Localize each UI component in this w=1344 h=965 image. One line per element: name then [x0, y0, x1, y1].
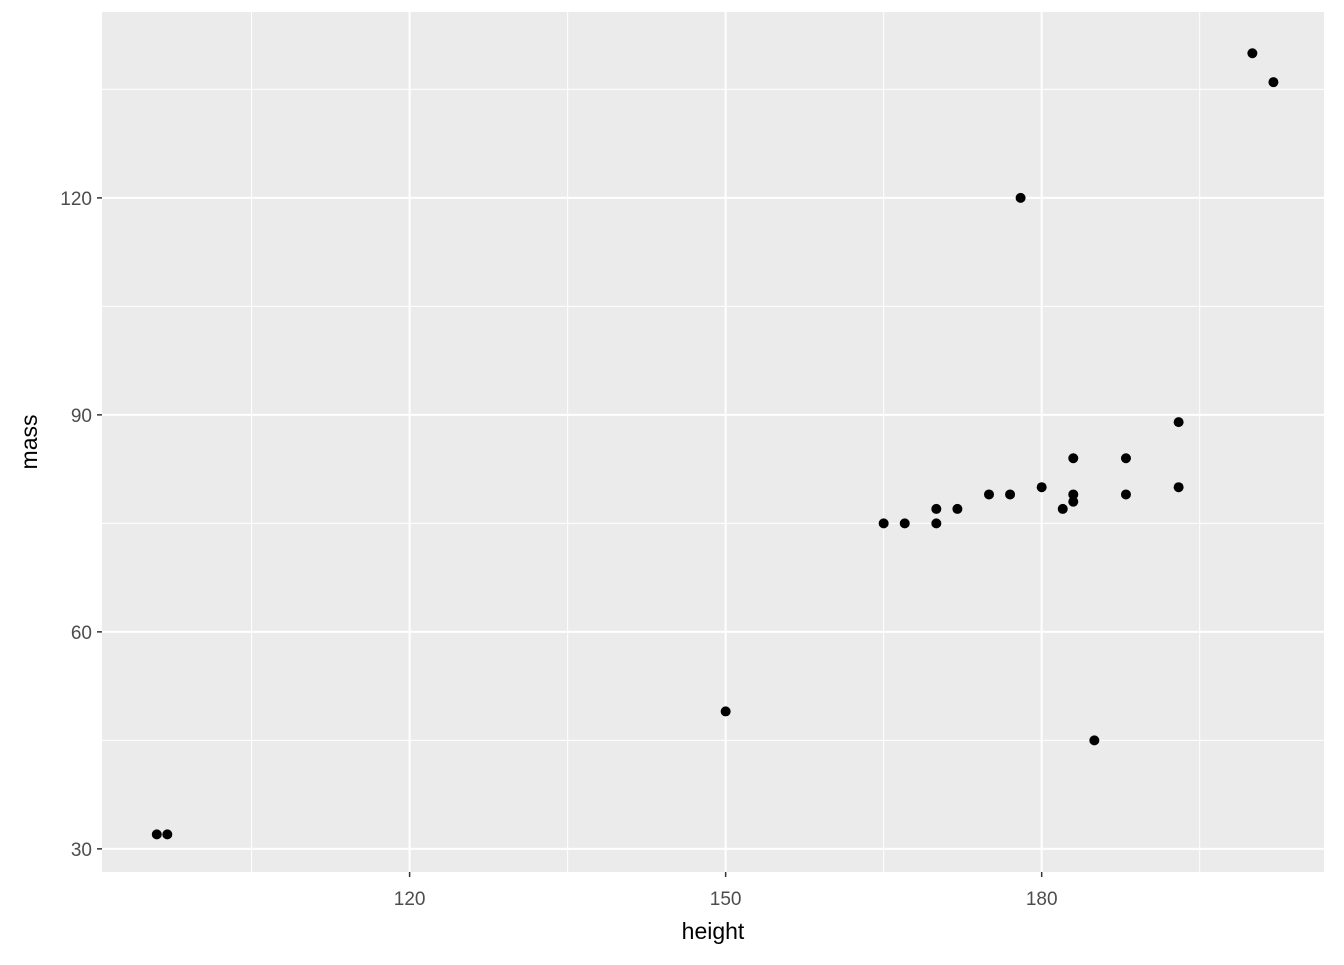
data-point — [1089, 735, 1100, 746]
data-point — [1036, 482, 1047, 493]
data-point — [1268, 77, 1279, 88]
data-point — [1173, 417, 1184, 428]
panel-background — [102, 12, 1324, 872]
y-tick-label: 120 — [60, 189, 92, 210]
x-tick-label: 120 — [394, 889, 426, 910]
data-point — [931, 503, 942, 514]
data-point — [1015, 192, 1026, 203]
data-point — [1057, 503, 1068, 514]
x-axis-label: height — [682, 918, 745, 944]
data-point — [720, 706, 731, 717]
data-point — [162, 829, 173, 840]
x-tick-label: 150 — [710, 889, 742, 910]
data-point — [1173, 482, 1184, 493]
data-point — [1068, 496, 1079, 507]
axes: 120 150 180 30 60 90 120 — [60, 189, 1057, 910]
grid-lines — [102, 12, 1324, 872]
data-point — [1247, 48, 1258, 59]
data-point — [931, 518, 942, 529]
data-point — [984, 489, 995, 500]
data-points — [151, 48, 1279, 840]
data-point — [952, 503, 963, 514]
data-point — [899, 518, 910, 529]
y-tick-label: 90 — [71, 406, 92, 427]
data-point — [1068, 489, 1079, 500]
data-point — [1120, 489, 1131, 500]
x-tick-label: 180 — [1026, 889, 1058, 910]
y-axis-label: mass — [16, 415, 42, 470]
data-point — [1068, 453, 1079, 464]
y-tick-label: 60 — [71, 623, 92, 644]
y-tick-label: 30 — [71, 840, 92, 861]
data-point — [1120, 453, 1131, 464]
data-point — [878, 518, 889, 529]
data-point — [151, 829, 162, 840]
data-point — [1005, 489, 1016, 500]
